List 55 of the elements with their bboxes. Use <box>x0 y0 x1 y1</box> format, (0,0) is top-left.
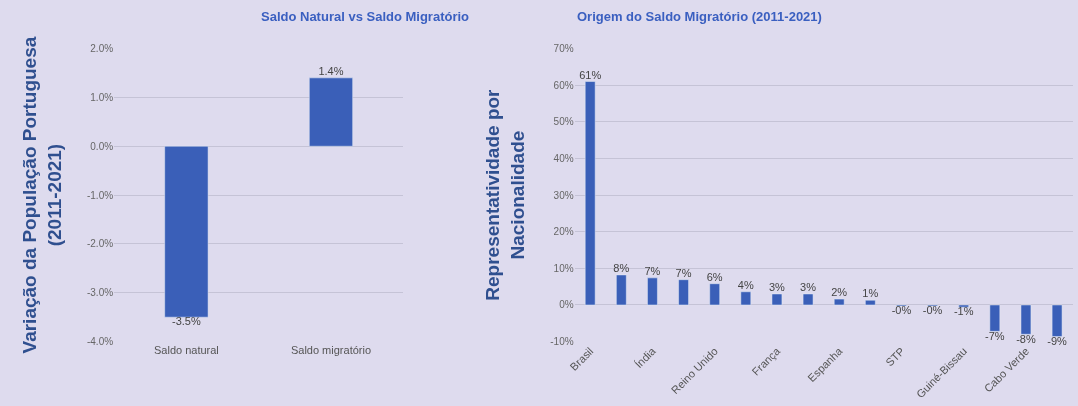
y-tick-label: 40% <box>553 152 574 164</box>
data-label: 6% <box>706 270 723 283</box>
y-tick-label: 20% <box>553 226 574 238</box>
x-tick-label: Saldo migratório <box>290 343 372 356</box>
y-tick-label: -3.0% <box>86 287 114 299</box>
data-label: 8% <box>613 262 630 275</box>
y-tick-label: 30% <box>553 189 574 201</box>
data-label: -1% <box>953 305 974 318</box>
y-tick-label: -2.0% <box>86 238 114 250</box>
chart-title: Origem do Saldo Migratório (2011-2021) <box>577 9 822 24</box>
bar <box>740 291 752 306</box>
data-label: 7% <box>675 266 692 279</box>
y-tick-label: 10% <box>553 262 574 274</box>
data-label: 4% <box>737 279 754 292</box>
y-tick-label: 0.0% <box>90 140 114 152</box>
data-label: -0% <box>891 304 912 317</box>
data-label: 2% <box>831 286 848 299</box>
data-label: 61% <box>579 68 602 81</box>
bar <box>616 274 627 306</box>
bar <box>647 277 658 306</box>
y-tick-label: -1.0% <box>86 189 114 201</box>
bar <box>584 81 596 306</box>
bar <box>958 304 969 308</box>
x-tick-label: Saldo natural <box>153 343 219 356</box>
bar <box>833 298 845 306</box>
x-tick-label: STP <box>883 344 907 369</box>
chart-title: Saldo Natural vs Saldo Migratório <box>261 9 470 24</box>
data-label: -0% <box>922 304 943 317</box>
data-label: -9% <box>1047 334 1068 347</box>
y-tick-label: 50% <box>553 116 574 128</box>
data-label: -3.5% <box>172 315 201 328</box>
y-tick-label: 70% <box>553 43 574 55</box>
bar <box>709 283 720 306</box>
y-tick-label: 2.0% <box>90 43 114 55</box>
y-tick-label: 60% <box>553 79 574 91</box>
bar <box>865 299 876 306</box>
bar <box>1020 304 1032 335</box>
data-label: 3% <box>769 281 786 294</box>
data-label: 1% <box>862 287 879 300</box>
bar <box>989 304 1001 332</box>
data-label: 1.4% <box>318 65 344 78</box>
data-label: -8% <box>1016 332 1036 345</box>
y-axis-title: Variação da População Portuguesa (2011-2021) <box>19 36 65 354</box>
y-tick-label: -10% <box>550 336 574 348</box>
data-label: 7% <box>644 265 661 278</box>
bar <box>802 293 814 306</box>
data-label: 3% <box>800 281 817 294</box>
y-tick-label: 0% <box>559 299 574 311</box>
bar <box>678 279 689 306</box>
y-tick-label: -4.0% <box>86 336 114 348</box>
y-tick-label: 1.0% <box>90 91 114 103</box>
bar <box>771 293 783 306</box>
y-axis-title: Representatividade por Nacionalidade <box>482 88 529 301</box>
data-label: -7% <box>985 329 1005 342</box>
bar <box>1051 304 1063 337</box>
